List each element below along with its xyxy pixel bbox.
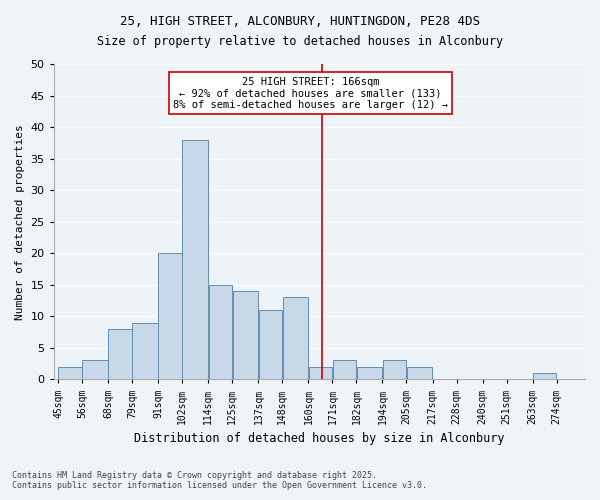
Bar (356, 367, 382, 380)
Bar (58, 367, 82, 380)
Y-axis label: Number of detached properties: Number of detached properties (15, 124, 25, 320)
Bar (533, 373, 556, 380)
Bar (383, 360, 406, 380)
Bar (82, 360, 108, 380)
Bar (233, 291, 258, 380)
Bar (283, 298, 308, 380)
Bar (259, 310, 282, 380)
Bar (158, 253, 182, 380)
X-axis label: Distribution of detached houses by size in Alconbury: Distribution of detached houses by size … (134, 432, 505, 445)
Bar (309, 367, 332, 380)
Text: Contains HM Land Registry data © Crown copyright and database right 2025.
Contai: Contains HM Land Registry data © Crown c… (12, 470, 427, 490)
Text: Size of property relative to detached houses in Alconbury: Size of property relative to detached ho… (97, 35, 503, 48)
Bar (209, 285, 232, 380)
Bar (182, 140, 208, 380)
Bar (133, 322, 158, 380)
Text: 25 HIGH STREET: 166sqm
← 92% of detached houses are smaller (133)
8% of semi-det: 25 HIGH STREET: 166sqm ← 92% of detached… (173, 76, 448, 110)
Text: 25, HIGH STREET, ALCONBURY, HUNTINGDON, PE28 4DS: 25, HIGH STREET, ALCONBURY, HUNTINGDON, … (120, 15, 480, 28)
Bar (332, 360, 356, 380)
Bar (407, 367, 433, 380)
Bar (109, 329, 132, 380)
